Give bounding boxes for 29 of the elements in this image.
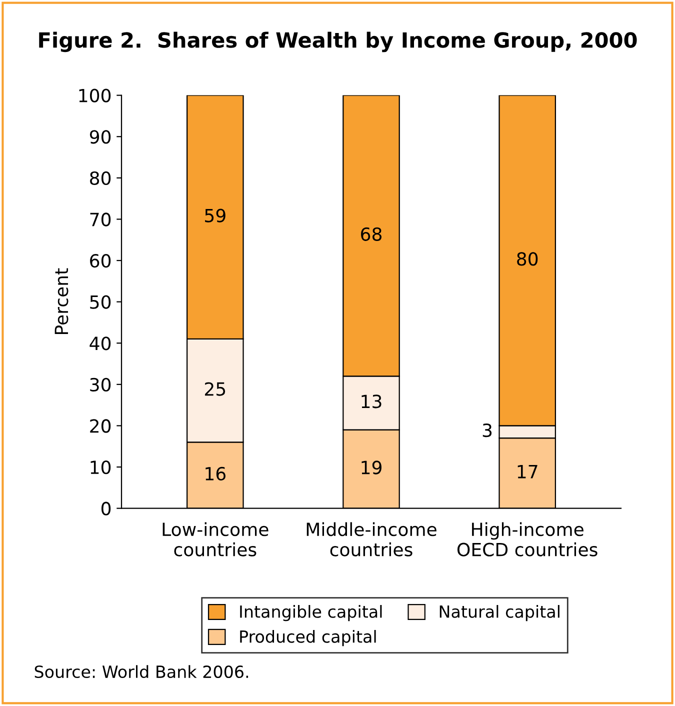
data-label: 17 <box>518 465 538 478</box>
chart-title: Figure 2. Shares of Wealth by Income Group, 2000 <box>39 32 637 52</box>
y-tick-label: 100 <box>79 88 111 102</box>
y-tick-label: 50 <box>90 295 111 309</box>
legend-label: Intangible capital <box>240 605 382 622</box>
y-tick-label: 80 <box>90 171 111 186</box>
x-tick-label: High-income OECD countries <box>457 522 598 556</box>
x-tick-label: Middle-income countries <box>306 522 436 556</box>
data-label: 25 <box>204 382 226 396</box>
data-label: 59 <box>205 208 226 222</box>
data-label: 19 <box>362 460 382 474</box>
legend-label: Natural capital <box>440 605 560 622</box>
y-tick-label: 30 <box>90 378 111 392</box>
data-label: 68 <box>361 227 382 241</box>
y-tick-label: 10 <box>90 460 111 474</box>
y-tick-label: 0 <box>101 502 111 516</box>
y-tick-label: 70 <box>90 212 111 226</box>
data-label: 16 <box>206 466 226 481</box>
x-tick-label: Low-income countries <box>162 522 268 556</box>
y-tick-label: 20 <box>90 419 111 433</box>
y-tick-label: 60 <box>90 254 111 268</box>
y-tick-label: 90 <box>90 130 111 144</box>
source-note: Source: World Bank 2006. <box>34 665 248 678</box>
data-label: 13 <box>362 394 382 408</box>
data-label: 3 <box>482 423 492 438</box>
y-tick-label: 40 <box>90 336 111 350</box>
legend-label: Produced capital <box>240 630 376 646</box>
data-label: 80 <box>517 252 538 266</box>
y-axis-title: Percent <box>54 268 68 334</box>
